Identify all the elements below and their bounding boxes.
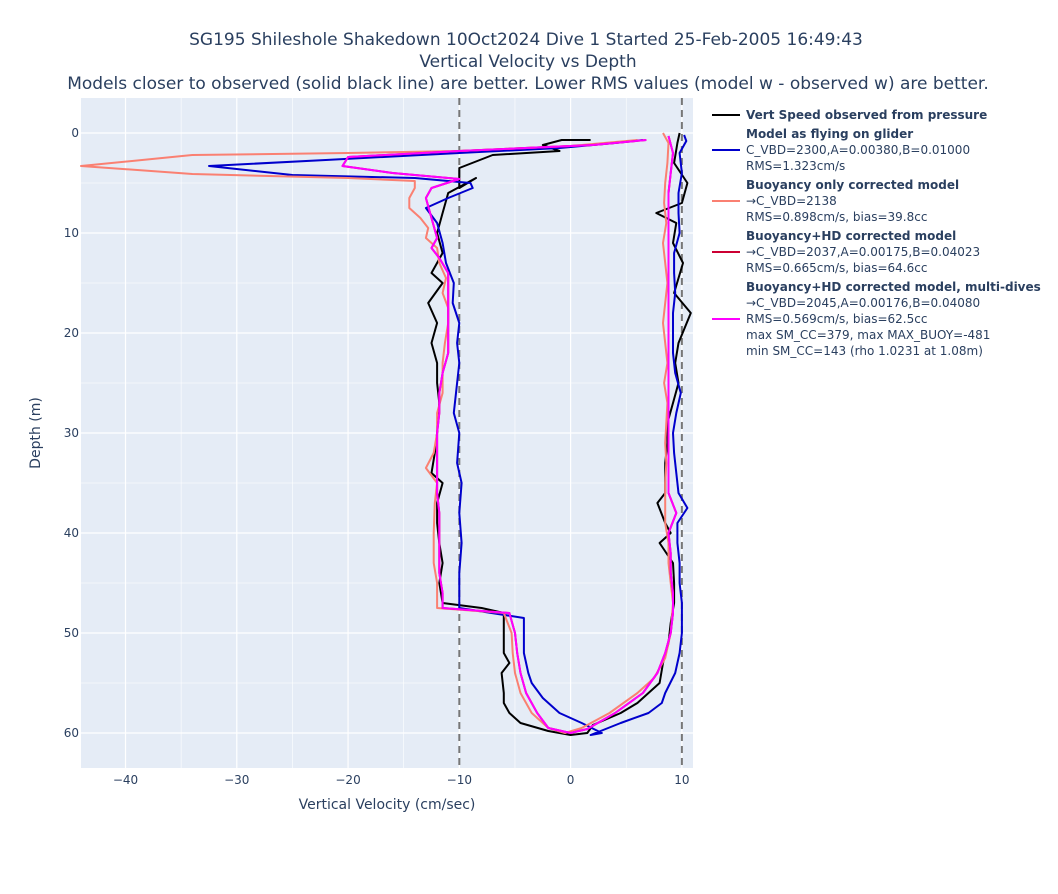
legend-item-detail: RMS=0.898cm/s, bias=39.8cc xyxy=(746,210,927,224)
series-line xyxy=(80,132,674,734)
legend: Vert Speed observed from pressure Model a… xyxy=(712,108,1041,358)
x-axis-label: Vertical Velocity (cm/sec) xyxy=(299,797,476,813)
x-tick-label: 0 xyxy=(567,773,575,787)
reference-lines xyxy=(458,98,683,768)
y-tick-label: 0 xyxy=(71,126,79,140)
series-line xyxy=(341,135,678,734)
legend-item-detail: max SM_CC=379, max MAX_BUOY=-481 xyxy=(746,328,990,342)
legend-item-label: Buoyancy+HD corrected model, multi-dives xyxy=(746,280,1041,294)
series-lines xyxy=(80,132,692,736)
chart-subtitle: Vertical Velocity vs Depth xyxy=(419,52,636,72)
legend-item-detail: →C_VBD=2138 xyxy=(746,194,837,208)
legend-item-detail: min SM_CC=143 (rho 1.0231 at 1.08m) xyxy=(746,344,983,358)
legend-item-detail: RMS=0.665cm/s, bias=64.6cc xyxy=(746,261,927,275)
legend-item[interactable]: Buoyancy+HD corrected model, multi-dives… xyxy=(712,280,1041,358)
y-tick-label: 50 xyxy=(64,626,79,640)
y-tick-labels: 0 10 20 30 40 50 60 xyxy=(64,126,79,740)
series-line xyxy=(208,134,689,736)
x-tick-label: 10 xyxy=(674,773,689,787)
legend-item[interactable]: Buoyancy only corrected model →C_VBD=2138… xyxy=(712,178,959,224)
y-tick-label: 10 xyxy=(64,226,79,240)
y-axis-label: Depth (m) xyxy=(28,397,44,469)
legend-item-label: Vert Speed observed from pressure xyxy=(746,108,987,122)
legend-item-label: Model as flying on glider xyxy=(746,127,913,141)
legend-item-detail: RMS=0.569cm/s, bias=62.5cc xyxy=(746,312,927,326)
chart-title: SG195 Shileshole Shakedown 10Oct2024 Div… xyxy=(189,30,863,50)
y-tick-label: 20 xyxy=(64,326,79,340)
legend-item[interactable]: Model as flying on glider C_VBD=2300,A=0.… xyxy=(712,127,970,173)
chart-caption: Models closer to observed (solid black l… xyxy=(67,74,989,94)
y-tick-label: 60 xyxy=(64,726,79,740)
x-tick-label: −20 xyxy=(335,773,360,787)
legend-item-label: Buoyancy+HD corrected model xyxy=(746,229,956,243)
legend-item-detail: →C_VBD=2045,A=0.00176,B=0.04080 xyxy=(746,296,980,310)
legend-item-detail: →C_VBD=2037,A=0.00175,B=0.04023 xyxy=(746,245,980,259)
y-tick-label: 30 xyxy=(64,426,79,440)
x-tick-label: −30 xyxy=(224,773,249,787)
legend-item-detail: C_VBD=2300,A=0.00380,B=0.01000 xyxy=(746,143,970,157)
y-tick-label: 40 xyxy=(64,526,79,540)
legend-item[interactable]: Vert Speed observed from pressure xyxy=(712,108,987,122)
x-tick-label: −10 xyxy=(447,773,472,787)
x-tick-labels: −40 −30 −20 −10 0 10 xyxy=(113,773,690,787)
legend-item[interactable]: Buoyancy+HD corrected model →C_VBD=2037,A… xyxy=(712,229,980,275)
series-line xyxy=(427,132,692,736)
x-tick-label: −40 xyxy=(113,773,138,787)
legend-item-detail: RMS=1.323cm/s xyxy=(746,159,845,173)
legend-item-label: Buoyancy only corrected model xyxy=(746,178,959,192)
